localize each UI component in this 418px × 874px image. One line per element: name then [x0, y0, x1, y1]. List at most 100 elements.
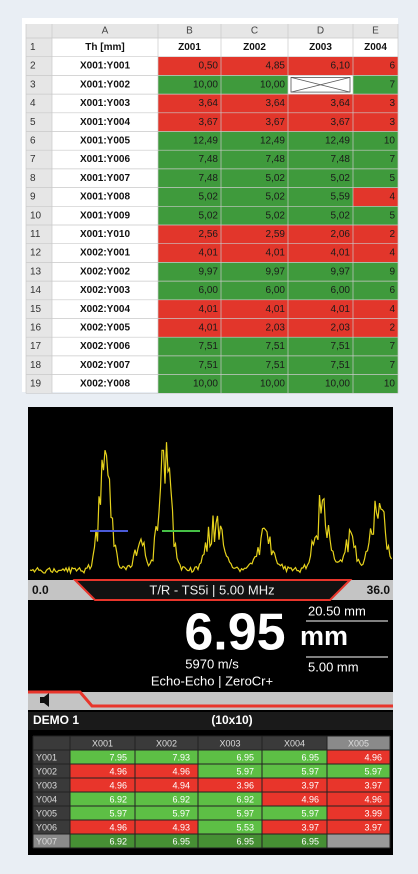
cell-value: 7,51: [199, 341, 219, 352]
cell-value: 3.97: [301, 822, 319, 832]
column-letter: A: [102, 26, 109, 37]
cell-value: 9,97: [331, 266, 351, 277]
cell-value: 7: [389, 154, 395, 165]
unit: mm: [300, 621, 348, 651]
cell-value: 3.97: [301, 780, 319, 790]
cell-value: 3.99: [364, 808, 382, 818]
cell-value: 6,00: [199, 285, 219, 296]
cell-value: 3.97: [364, 822, 382, 832]
row-header-label: Y005: [36, 808, 57, 818]
cell-value: 4.96: [364, 794, 382, 804]
cell-value: 12,49: [193, 135, 218, 146]
row-number: 12: [30, 248, 42, 259]
cell-value: 3,67: [331, 117, 351, 128]
cell-value: 7.93: [172, 752, 190, 762]
cell-value: 6.95: [172, 836, 190, 846]
cell-value: 7,51: [331, 341, 351, 352]
column-header-bar: [26, 24, 398, 38]
cell-value: 6: [389, 61, 395, 72]
cell-value: 4.96: [109, 780, 127, 790]
range-end: 36.0: [367, 583, 391, 597]
row-header-label: Y007: [36, 836, 57, 846]
cell-value: 3,64: [331, 98, 351, 109]
cell-value: 4: [389, 248, 395, 259]
cell-value: 10,00: [260, 79, 285, 90]
cell-value: 10,00: [193, 79, 218, 90]
cell-value: 7,51: [331, 360, 351, 371]
cell-value: 3: [389, 117, 395, 128]
row-label: X001:Y001: [80, 61, 130, 72]
header-cell: Th [mm]: [85, 42, 124, 53]
cell-value: 12,49: [260, 135, 285, 146]
row-number: 9: [30, 192, 36, 203]
cell-value: 10,00: [260, 379, 285, 390]
cell-value: 5.97: [109, 808, 127, 818]
cell-value: 3.97: [364, 780, 382, 790]
row-label: X001:Y006: [80, 154, 130, 165]
cell-value: 4: [389, 192, 395, 203]
header-cell: Z003: [309, 42, 332, 53]
cell-value: 4.94: [172, 780, 190, 790]
cell-value: 4,01: [331, 248, 351, 259]
row-number: 5: [30, 117, 36, 128]
column-letter: E: [372, 26, 379, 37]
row-header-label: Y004: [36, 794, 57, 804]
cell-value: 4,85: [266, 61, 286, 72]
cell-value: 7,48: [199, 154, 219, 165]
cell-value: 9,97: [266, 266, 286, 277]
column-header: X002: [156, 738, 177, 748]
row-label: X001:Y005: [80, 135, 130, 146]
cell-value: 5,02: [199, 192, 219, 203]
cell-value: 6.92: [236, 794, 254, 804]
cell-value: 6.95: [301, 752, 319, 762]
column-header: X004: [284, 738, 305, 748]
header-cell: Z004: [364, 42, 387, 53]
header-cell: Z002: [243, 42, 266, 53]
cell-value: 9: [389, 266, 395, 277]
row-number: 1: [30, 42, 36, 53]
cell-value: 6,00: [331, 285, 351, 296]
row-number: 8: [30, 173, 36, 184]
cell-value: 4.96: [109, 822, 127, 832]
row-number: 10: [30, 210, 42, 221]
row-label: X002:Y005: [80, 322, 130, 333]
cell-value: 4.96: [301, 794, 319, 804]
row-label: X001:Y007: [80, 173, 130, 184]
row-number: 11: [30, 229, 41, 240]
cell-value: 7,51: [199, 360, 219, 371]
cell-value: 9,97: [199, 266, 219, 277]
row-header-label: Y001: [36, 752, 57, 762]
cell-value: 7: [389, 360, 395, 371]
cell-value: 4,01: [199, 322, 219, 333]
cell-value: 3.96: [236, 780, 254, 790]
cell-value: 2,03: [266, 322, 286, 333]
cell-value: 10: [384, 135, 396, 146]
cell-value: 7: [389, 79, 395, 90]
cell-value: 2: [389, 229, 395, 240]
cell-value: 6,00: [266, 285, 286, 296]
cell-value: 5.97: [364, 766, 382, 776]
row-label: X002:Y007: [80, 360, 130, 371]
cell-value: 4,01: [266, 304, 286, 315]
row-number: 18: [30, 360, 42, 371]
cell-value: 4,01: [331, 304, 351, 315]
mode: Echo-Echo | ZeroCr+: [151, 673, 273, 688]
cell-value: 5,59: [331, 192, 351, 203]
cell-value: 5,02: [266, 210, 286, 221]
row-number: 14: [30, 285, 42, 296]
row-number: 13: [30, 266, 42, 277]
cell-value: 2,06: [331, 229, 351, 240]
cell-value: 6.95: [236, 752, 254, 762]
column-letter: D: [317, 26, 324, 37]
cell-value: 5: [389, 173, 395, 184]
cell-value: 4.96: [172, 766, 190, 776]
cell-value: 5.53: [236, 822, 254, 832]
row-number: 4: [30, 98, 36, 109]
page: {"sheet": { "column_letters": ["A", "B",…: [0, 0, 418, 874]
cell-value: 7: [389, 341, 395, 352]
cell-value: 10: [384, 379, 396, 390]
cell-value: 5,02: [266, 192, 286, 203]
cell-value: 6.92: [109, 836, 127, 846]
cell-value: 3,64: [266, 98, 286, 109]
row-label: X001:Y002: [80, 79, 130, 90]
